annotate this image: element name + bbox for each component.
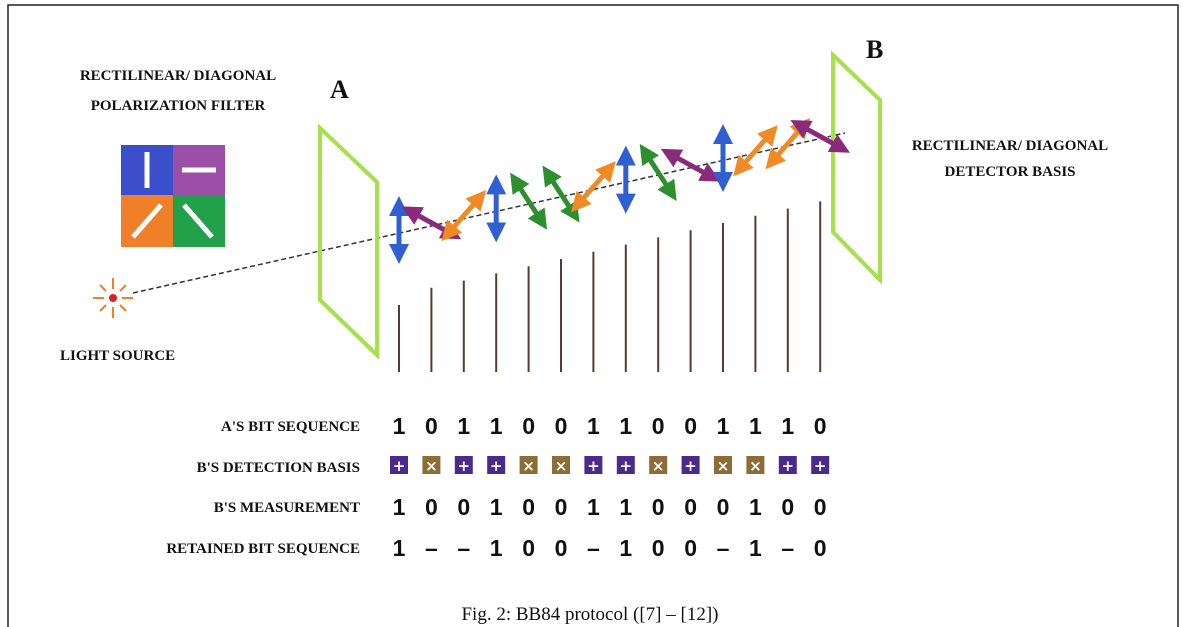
bit: 1	[393, 494, 406, 520]
filter-a	[318, 123, 379, 360]
caption: Fig. 2: BB84 protocol ([7] – [12])	[461, 604, 718, 625]
bit: 0	[684, 494, 697, 520]
bit: 0	[717, 494, 730, 520]
basis-symbol: +	[458, 457, 471, 475]
bit: 0	[555, 413, 568, 439]
basis-box	[584, 456, 603, 474]
bit: 1	[717, 413, 730, 439]
basis-box	[422, 456, 441, 474]
polarization-arrow	[510, 172, 548, 230]
basis-symbol: ×	[425, 457, 438, 475]
bit: 0	[522, 535, 535, 561]
sender-label: A	[330, 75, 349, 104]
basis-symbol: +	[490, 457, 503, 475]
detector-label: RECTILINEAR/ DIAGONAL	[912, 138, 1108, 154]
bit: 1	[749, 494, 762, 520]
bit: –	[781, 535, 794, 561]
filter-label: POLARIZATION FILTER	[91, 98, 266, 114]
bit: 1	[393, 413, 406, 439]
polarization-arrow	[571, 161, 616, 213]
basis-symbol: ×	[652, 457, 665, 475]
bit: 0	[814, 494, 827, 520]
basis-box	[552, 456, 570, 474]
bit: 1	[749, 413, 762, 439]
bit: 0	[555, 535, 568, 561]
basis-box	[487, 456, 506, 474]
polarization-arrow	[639, 143, 677, 201]
bit: 0	[457, 494, 470, 520]
bit: 0	[781, 494, 794, 520]
basis-symbol: +	[393, 457, 406, 475]
photons	[389, 118, 850, 372]
basis-box	[519, 456, 538, 474]
bit: 1	[619, 535, 632, 561]
bit: –	[717, 535, 730, 561]
basis-box	[714, 456, 732, 474]
detector-label: DETECTOR BASIS	[944, 164, 1075, 180]
light-source	[93, 278, 133, 318]
frame	[7, 4, 1179, 627]
basis-box	[649, 456, 668, 474]
filter-label: RECTILINEAR/ DIAGONAL	[80, 68, 276, 84]
bit: 1	[749, 535, 762, 561]
basis-box	[616, 456, 635, 474]
bit: 1	[457, 413, 470, 439]
bit: 0	[425, 494, 438, 520]
basis-symbol: +	[814, 457, 827, 475]
bit: 1	[490, 413, 503, 439]
row-label: B'S DETECTION BASIS	[197, 460, 360, 476]
bit: 1	[490, 535, 503, 561]
polarization-arrow	[790, 120, 850, 153]
bit: 1	[490, 494, 503, 520]
basis-symbol: ×	[717, 457, 730, 475]
bit-table: A'S BIT SEQUENCE 1 0 1 1 0 0 1 1 0 0 1 1 1 0B'S DETECT…	[166, 413, 830, 561]
basis-box	[746, 456, 765, 474]
basis-box	[681, 456, 700, 474]
row-label: RETAINED BIT SEQUENCE	[166, 541, 360, 557]
bit: 1	[587, 413, 600, 439]
basis-symbol: +	[587, 457, 600, 475]
bit: 1	[781, 413, 794, 439]
row-label: B'S MEASUREMENT	[214, 500, 360, 516]
basis-box	[390, 456, 408, 474]
bit: –	[457, 535, 470, 561]
basis-symbol: ×	[522, 457, 535, 475]
row-label: A'S BIT SEQUENCE	[221, 419, 360, 435]
bit: –	[587, 535, 600, 561]
basis-symbol: +	[782, 457, 795, 475]
filter-b	[831, 50, 882, 285]
bit: 1	[587, 494, 600, 520]
bit: 1	[619, 494, 632, 520]
beam	[132, 132, 846, 294]
bit: 0	[652, 494, 665, 520]
bit: 1	[393, 535, 406, 561]
basis-box	[778, 456, 797, 474]
basis-symbol: ×	[555, 457, 568, 475]
bit: 0	[684, 535, 697, 561]
filter-grid	[121, 145, 225, 247]
light-source-label: LIGHT SOURCE	[60, 348, 175, 364]
bit: 0	[814, 413, 827, 439]
basis-box	[811, 456, 830, 474]
bit: 0	[684, 413, 697, 439]
bit: 0	[522, 413, 535, 439]
bit: 0	[555, 494, 568, 520]
basis-symbol: +	[620, 457, 633, 475]
polarization-arrow	[441, 190, 487, 242]
bit: 0	[425, 413, 438, 439]
bit: 0	[652, 413, 665, 439]
bit: 0	[522, 494, 535, 520]
basis-symbol: +	[684, 457, 697, 475]
bit: –	[425, 535, 438, 561]
polarization-arrow	[542, 165, 580, 223]
bit: 0	[652, 535, 665, 561]
bit: 1	[619, 413, 632, 439]
receiver-label: B	[866, 35, 883, 64]
polarization-arrow	[660, 148, 721, 182]
basis-symbol: ×	[749, 457, 762, 475]
bit: 0	[814, 535, 827, 561]
basis-box	[454, 456, 473, 474]
